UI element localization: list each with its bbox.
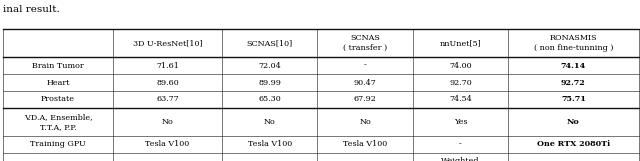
Text: SCNAS
( transfer ): SCNAS ( transfer ) <box>343 34 387 52</box>
Text: Tesla V100: Tesla V100 <box>145 141 189 148</box>
Text: RONASMIS
( non fine-tunning ): RONASMIS ( non fine-tunning ) <box>534 34 613 52</box>
Text: SCNAS[10]: SCNAS[10] <box>246 39 293 47</box>
Text: Heart: Heart <box>46 79 70 86</box>
Text: 74.00: 74.00 <box>449 62 472 70</box>
Text: 3D U-ResNet[10]: 3D U-ResNet[10] <box>132 39 202 47</box>
Text: nnUnet[5]: nnUnet[5] <box>440 39 481 47</box>
Text: 71.61: 71.61 <box>156 62 179 70</box>
Text: -: - <box>364 62 367 70</box>
Text: Prostate: Prostate <box>41 95 75 103</box>
Text: 67.92: 67.92 <box>354 95 376 103</box>
Text: Training GPU: Training GPU <box>30 141 86 148</box>
Text: 89.99: 89.99 <box>259 79 281 86</box>
Text: 90.47: 90.47 <box>354 79 376 86</box>
Text: Tesla V100: Tesla V100 <box>343 141 387 148</box>
Text: 74.54: 74.54 <box>449 95 472 103</box>
Text: One RTX 2080Ti: One RTX 2080Ti <box>537 141 610 148</box>
Text: Weighted
overlapped patch-wise: Weighted overlapped patch-wise <box>415 157 506 161</box>
Text: 89.60: 89.60 <box>156 79 179 86</box>
Text: Yes: Yes <box>454 118 467 126</box>
Text: No: No <box>359 118 371 126</box>
Text: inal result.: inal result. <box>3 5 60 14</box>
Text: -: - <box>459 141 462 148</box>
Text: 74.14: 74.14 <box>561 62 586 70</box>
Text: 65.30: 65.30 <box>259 95 281 103</box>
Text: Tesla V100: Tesla V100 <box>248 141 292 148</box>
Text: No: No <box>161 118 173 126</box>
Text: No: No <box>264 118 276 126</box>
Text: 75.71: 75.71 <box>561 95 586 103</box>
Text: 92.70: 92.70 <box>449 79 472 86</box>
Text: Brain Tumor: Brain Tumor <box>32 62 84 70</box>
Text: 92.72: 92.72 <box>561 79 586 86</box>
Text: 72.04: 72.04 <box>259 62 281 70</box>
Text: No: No <box>567 118 580 126</box>
Text: 63.77: 63.77 <box>156 95 179 103</box>
Text: V.D.A, Ensemble,
T.T.A, P.P.: V.D.A, Ensemble, T.T.A, P.P. <box>24 113 92 131</box>
